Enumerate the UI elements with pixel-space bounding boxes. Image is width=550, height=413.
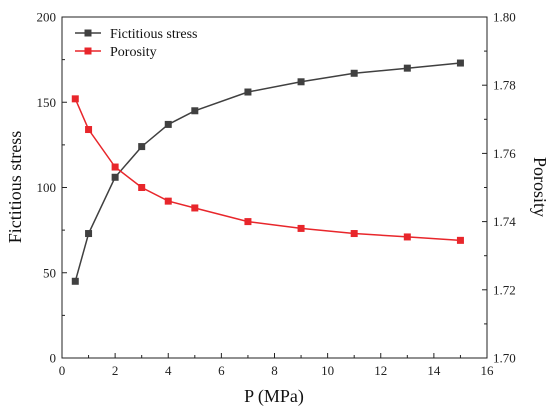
y2-tick-label: 1.70 xyxy=(493,351,516,366)
series-layer xyxy=(71,59,464,285)
series-line-porosity xyxy=(74,98,461,242)
y-axis-title: Fictitious stress xyxy=(5,131,25,244)
data-point-porosity xyxy=(297,224,305,232)
data-point-porosity xyxy=(85,126,93,134)
x-tick-label: 2 xyxy=(112,363,119,378)
data-point-porosity xyxy=(138,184,146,191)
data-point-fictitious-stress xyxy=(85,230,93,238)
y-tick-label: 100 xyxy=(37,180,57,195)
data-point-porosity xyxy=(164,197,172,205)
data-point-fictitious-stress xyxy=(138,143,146,151)
y2-tick-label: 1.74 xyxy=(493,214,516,229)
y-axis-ticks: 0 50 100 150 200 xyxy=(37,10,67,366)
legend-label-porosity: Porosity xyxy=(110,45,157,60)
data-point-fictitious-stress xyxy=(456,59,464,67)
y2-tick-label: 1.80 xyxy=(493,10,516,25)
y-tick-label: 0 xyxy=(50,351,57,366)
data-point-fictitious-stress xyxy=(297,78,305,86)
data-point-porosity xyxy=(456,236,464,244)
x-tick-label: 0 xyxy=(59,363,66,378)
data-point-fictitious-stress xyxy=(111,173,119,181)
y2-tick-label: 1.78 xyxy=(493,78,516,93)
x-tick-label: 14 xyxy=(427,363,441,378)
series-line-fictitious-stress xyxy=(74,62,461,282)
x-tick-label: 8 xyxy=(271,363,278,378)
data-point-porosity xyxy=(111,163,119,171)
y-tick-label: 50 xyxy=(43,265,56,280)
y2-axis-title: Porosity xyxy=(530,157,550,217)
data-point-porosity xyxy=(244,218,252,226)
y2-tick-label: 1.72 xyxy=(493,282,516,297)
x-tick-label: 6 xyxy=(218,363,225,378)
data-point-fictitious-stress xyxy=(71,277,79,285)
x-axis-ticks: 0 2 4 6 8 10 12 14 16 xyxy=(59,353,494,378)
legend: Fictitious stress Porosity xyxy=(75,27,198,60)
data-point-fictitious-stress xyxy=(350,69,358,77)
x-tick-label: 12 xyxy=(374,363,387,378)
data-point-fictitious-stress xyxy=(403,64,411,72)
legend-marker-porosity xyxy=(84,47,92,55)
data-point-porosity xyxy=(191,204,199,212)
y2-tick-label: 1.76 xyxy=(493,146,516,161)
legend-marker-fictitious-stress xyxy=(84,29,92,37)
y-tick-label: 150 xyxy=(37,95,57,110)
x-tick-label: 16 xyxy=(481,363,495,378)
data-point-fictitious-stress xyxy=(191,107,199,115)
legend-label-fictitious-stress: Fictitious stress xyxy=(110,27,198,42)
data-point-porosity xyxy=(403,233,411,241)
data-point-porosity xyxy=(350,230,358,238)
x-tick-label: 10 xyxy=(321,363,334,378)
y-tick-label: 200 xyxy=(37,10,57,25)
data-point-porosity xyxy=(71,95,79,103)
data-point-fictitious-stress xyxy=(244,88,252,96)
x-tick-label: 4 xyxy=(165,363,172,378)
y2-axis-ticks: 1.70 1.72 1.74 1.76 1.78 1.80 xyxy=(482,10,516,366)
plot-frame xyxy=(61,16,488,359)
data-point-fictitious-stress xyxy=(164,120,172,128)
x-axis-title: P (MPa) xyxy=(244,386,304,407)
